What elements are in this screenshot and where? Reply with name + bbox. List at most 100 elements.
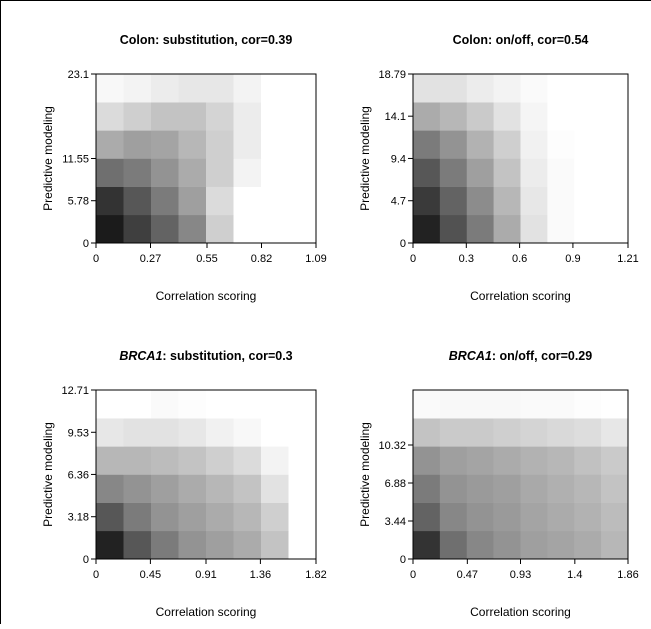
density-cell [601, 74, 628, 102]
density-cell [413, 503, 440, 531]
x-tick-label: 0.93 [510, 569, 531, 581]
density-cell [440, 446, 467, 474]
density-cell [206, 159, 234, 187]
density-cell [96, 159, 124, 187]
density-cell [151, 475, 179, 503]
density-cell [151, 74, 179, 102]
density-cell [413, 418, 440, 446]
density-cell [440, 215, 467, 243]
density-cell [151, 159, 179, 187]
density-cell [521, 418, 548, 446]
density-cell [413, 215, 440, 243]
density-cell [124, 390, 152, 418]
density-cell [289, 74, 317, 102]
density-cell [601, 446, 628, 474]
panel-title: BRCA1: substitution, cor=0.3 [119, 349, 292, 363]
density-cell [261, 475, 289, 503]
density-cell [261, 130, 289, 158]
density-cell [494, 390, 521, 418]
density-cell [440, 102, 467, 130]
density-cell [547, 390, 574, 418]
density-cell [124, 418, 152, 446]
density-cell [521, 74, 548, 102]
density-cell [494, 418, 521, 446]
density-cell [289, 446, 317, 474]
density-cell [574, 215, 601, 243]
density-cell [467, 503, 494, 531]
density-cell [179, 531, 207, 559]
density-cell [521, 390, 548, 418]
density-cell [574, 74, 601, 102]
density-cell [261, 390, 289, 418]
x-tick-label: 0 [410, 253, 416, 265]
x-tick-label: 0.27 [140, 253, 161, 265]
density-cell [124, 74, 152, 102]
density-cell [440, 418, 467, 446]
density-cell [96, 475, 124, 503]
density-cell [261, 418, 289, 446]
density-cell [151, 531, 179, 559]
density-cell [413, 475, 440, 503]
density-cell [494, 130, 521, 158]
density-cell [574, 503, 601, 531]
x-tick-label: 0.47 [457, 569, 478, 581]
density-cell [413, 390, 440, 418]
density-cell [261, 187, 289, 215]
x-tick-label: 1.21 [617, 253, 638, 265]
density-cell [96, 74, 124, 102]
density-cell [467, 130, 494, 158]
y-tick-label: 9.53 [68, 427, 89, 439]
density-cell [151, 503, 179, 531]
x-axis-label: Correlation scoring [156, 289, 257, 303]
density-cell [601, 390, 628, 418]
density-cell [413, 531, 440, 559]
density-cell [467, 159, 494, 187]
density-cell [440, 531, 467, 559]
y-tick-label: 4.7 [391, 196, 406, 208]
density-cell [601, 102, 628, 130]
density-cell [574, 446, 601, 474]
density-cell [494, 74, 521, 102]
density-cell [413, 159, 440, 187]
y-tick-label: 11.55 [62, 154, 89, 166]
x-axis-label: Correlation scoring [470, 605, 571, 619]
density-cell [96, 446, 124, 474]
density-cell [124, 159, 152, 187]
density-cell [547, 187, 574, 215]
density-cell [206, 130, 234, 158]
density-cell [601, 187, 628, 215]
density-cell [179, 74, 207, 102]
density-cell [261, 102, 289, 130]
density-cell [574, 418, 601, 446]
panel-title-text: : on/off, cor=0.29 [492, 349, 592, 363]
density-cell [96, 215, 124, 243]
density-cell [547, 159, 574, 187]
density-cell [151, 446, 179, 474]
density-cell [289, 215, 317, 243]
density-cell [151, 102, 179, 130]
density-cell [96, 130, 124, 158]
density-cell [289, 159, 317, 187]
density-cell [413, 187, 440, 215]
x-tick-label: 0 [410, 569, 416, 581]
y-axis-label: Predictive modeling [358, 106, 372, 211]
density-cell [179, 102, 207, 130]
density-cell [234, 503, 262, 531]
density-cell [206, 446, 234, 474]
density-cell [261, 531, 289, 559]
density-cell [494, 159, 521, 187]
density-cell [440, 130, 467, 158]
density-cell [521, 102, 548, 130]
y-tick-label: 0 [400, 554, 406, 566]
density-cell [521, 503, 548, 531]
density-cell [289, 187, 317, 215]
density-cell [547, 215, 574, 243]
density-cell [440, 74, 467, 102]
y-tick-label: 6.88 [385, 478, 406, 490]
density-cell [179, 130, 207, 158]
density-cell [494, 187, 521, 215]
density-cell [574, 102, 601, 130]
y-tick-label: 10.32 [378, 440, 406, 452]
density-cell [96, 390, 124, 418]
density-cell [601, 215, 628, 243]
